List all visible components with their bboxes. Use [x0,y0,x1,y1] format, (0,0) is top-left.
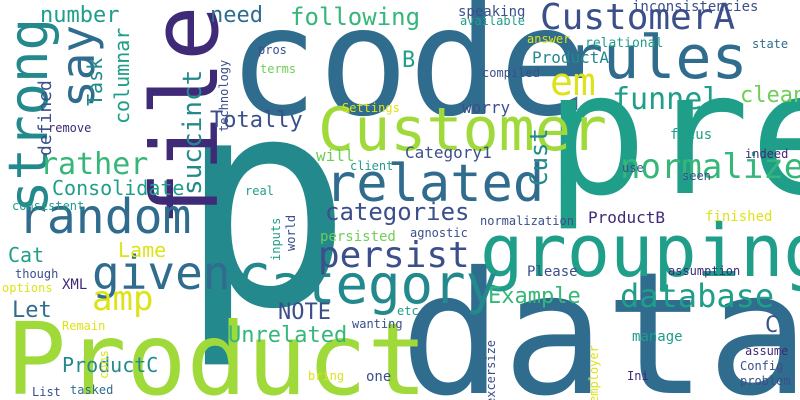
word-bring: bring [308,369,345,383]
word-pre: pre [545,36,800,234]
word-Task: Task [83,57,107,106]
word-B: B [402,48,416,73]
word-relational: relational [585,36,664,51]
word-pros: pros [258,43,287,57]
word-code: code [228,0,590,150]
word-NOTE: NOTE [278,300,331,325]
word-worry: worry [462,98,511,117]
word-funnel: funnel [612,82,721,117]
word-answer: answer [527,32,571,46]
word-normalization: normalization [480,214,574,228]
word-assume: assume [745,344,789,358]
word-will: will [316,146,355,165]
word-given: given [92,246,231,300]
word-Lame: Lame [118,238,167,262]
word-Let: Let [12,298,52,323]
word-Consolidate: Consolidate [52,176,185,200]
word-database: database [620,277,775,315]
word-excersize: excersize [484,339,498,400]
word-manage: manage [632,329,683,345]
word-wanting: wanting [352,317,403,331]
word-state: state [752,37,789,51]
word-Unrelated: Unrelated [228,323,348,348]
word-Remain: Remain [62,319,106,333]
word-employer: employer [587,345,601,400]
word-em: em [550,60,596,104]
word-normalize: normalize [620,147,800,187]
word-Example: Example [488,284,581,309]
word-Product: Product [6,301,428,400]
word-remove: remove [48,121,92,135]
word-Cat: Cat [8,243,45,267]
word-etc: etc [397,304,419,318]
word-persisted: persisted [320,229,396,245]
word-tasked: tasked [70,383,114,397]
word-Settings: Settings [342,101,400,115]
word-Please: Please [527,264,578,280]
word-Cust: Cust [525,128,553,186]
word-data: data [400,236,800,400]
word-world: world [284,214,298,251]
word-problem: problem [740,374,791,388]
word-finished: finished [705,209,773,225]
word-Category1: Category1 [405,143,492,162]
word-Customer: Customer [318,95,607,165]
word-one: one [366,369,392,385]
word-though: though [15,267,59,281]
word-persist: persist [318,235,470,276]
word-technology: technology [217,59,231,132]
word-cons: cons [97,350,111,379]
word-defined: defined [35,80,56,156]
word-clean: clean [740,83,800,108]
word-ProductA: ProductA [532,48,610,67]
word-related: related [325,154,545,214]
word-categories: categories [325,198,470,226]
word-focus: focus [670,127,713,143]
word-XML: XML [62,277,88,293]
word-available: available [460,14,526,28]
word-C: C [765,313,779,338]
word-grouping: grouping [480,209,800,293]
word-speaking: speaking [458,4,526,20]
word-real: real [245,184,274,198]
word-rather: rather [40,147,149,182]
word-succinct: succinct [178,69,208,195]
word-assumption: assumption [668,264,741,278]
word-need: need [210,3,263,28]
word-indeed: indeed [745,147,789,161]
word-options: options [2,281,53,295]
word-compiled: compiled [482,66,540,80]
word-ProductC: ProductC [62,353,159,377]
word-ProductB: ProductB [588,208,666,227]
word-Config: Config [740,359,784,373]
word-amp: amp [92,279,154,319]
word-inputs: inputs [269,217,283,261]
word-Category: Category [238,253,499,316]
word-CustomerA: CustomerA [540,0,736,38]
word-client: client [350,159,394,173]
word-terms: terms [260,62,297,76]
word-inconsistencies: inconsistencies [632,0,759,15]
word-rules: rules [567,23,748,93]
word-following: following [290,3,421,31]
word-number: number [40,3,120,28]
word-columnar: columnar [110,27,134,124]
word-p: p [178,36,353,373]
word-agnostic: agnostic [410,226,468,240]
word-consistent: consistent [12,199,85,213]
word-Totally: Totally [210,108,303,133]
word-List: List [32,385,61,399]
word-use: use [622,161,644,175]
word-Ini: Ini [627,369,649,383]
word-random: random [18,189,192,245]
word-seen: seen [682,169,711,183]
